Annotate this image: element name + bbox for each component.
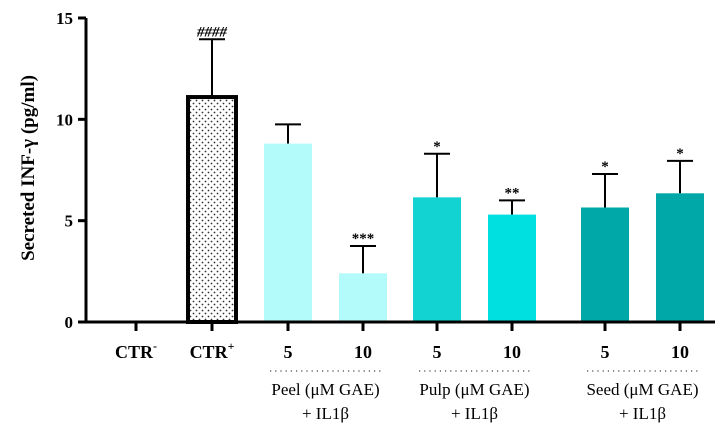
group-label-line1: Peel (μM GAE) (271, 380, 379, 399)
x-tick-label: CTR+ (190, 339, 235, 362)
bar-8 (656, 193, 704, 322)
x-tick-label: 5 (284, 342, 293, 362)
group-label-line2: + IL1β (302, 404, 349, 423)
y-tick-label: 10 (56, 110, 73, 129)
y-tick-label: 15 (56, 9, 73, 28)
x-tick-label: 10 (503, 342, 521, 362)
bar-6 (488, 214, 536, 322)
group-label-line2: + IL1β (451, 404, 498, 423)
significance-label: * (601, 159, 609, 175)
group-label-line1: Pulp (μM GAE) (419, 380, 529, 399)
y-axis-label: Secreted INF-γ (pg/ml) (18, 75, 39, 261)
x-tick-label: 5 (433, 342, 442, 362)
significance-label: *** (352, 231, 375, 247)
x-tick-label: 10 (671, 342, 689, 362)
bar-5 (413, 197, 461, 322)
significance-label: * (676, 146, 684, 162)
group-label-line1: Seed (μM GAE) (586, 380, 698, 399)
group-label-line2: + IL1β (619, 404, 666, 423)
bar-7 (581, 207, 629, 322)
x-tick-label: 10 (354, 342, 372, 362)
x-tick-label: 5 (601, 342, 610, 362)
y-tick-label: 5 (65, 212, 74, 231)
bar-3 (264, 143, 312, 322)
bar-2 (186, 95, 238, 325)
significance-label: ** (505, 185, 520, 201)
y-tick-label: 0 (65, 313, 74, 332)
significance-label: #### (196, 24, 228, 40)
bar-4 (339, 273, 387, 322)
significance-label: * (433, 139, 441, 155)
x-tick-label: CTR- (115, 339, 157, 362)
